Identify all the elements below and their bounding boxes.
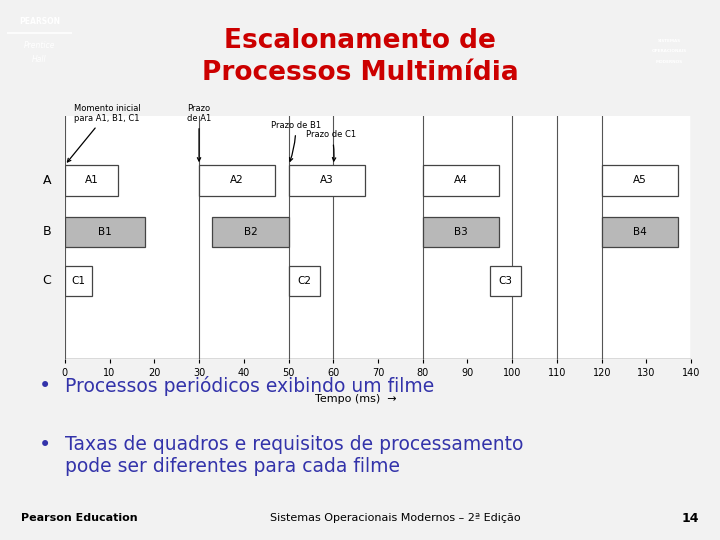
Text: Pearson Education: Pearson Education [22,514,138,523]
Text: OPERACIONAIS: OPERACIONAIS [652,49,687,53]
Bar [199,165,275,195]
Bar [65,266,91,296]
Text: Momento inicial
para A1, B1, C1: Momento inicial para A1, B1, C1 [68,104,140,162]
Text: A: A [42,174,51,187]
Text: B1: B1 [98,227,112,237]
Bar [65,165,119,195]
Text: •: • [39,435,51,455]
Text: Taxas de quadros e requisitos de processamento
pode ser diferentes para cada fil: Taxas de quadros e requisitos de process… [66,435,523,476]
Bar [602,217,678,247]
Text: Processos periódicos exibindo um filme: Processos periódicos exibindo um filme [66,376,434,396]
Text: C: C [42,274,51,287]
Text: Prazo de B1: Prazo de B1 [271,121,320,161]
Text: B: B [42,225,51,238]
Text: Prazo
de A1: Prazo de A1 [187,104,211,161]
Text: B4: B4 [633,227,647,237]
Text: C2: C2 [297,276,311,286]
Text: Prazo de C1: Prazo de C1 [307,131,356,161]
Text: A1: A1 [85,176,99,185]
Text: Sistemas Operacionais Modernos – 2ª Edição: Sistemas Operacionais Modernos – 2ª Ediç… [270,514,521,523]
Text: B2: B2 [243,227,257,237]
Text: SISTEMAS: SISTEMAS [658,39,681,43]
Bar [289,165,364,195]
Bar [423,217,499,247]
Bar [65,217,145,247]
Bar [490,266,521,296]
Text: A3: A3 [320,176,333,185]
Text: A2: A2 [230,176,244,185]
Text: A5: A5 [633,176,647,185]
Text: Prentice: Prentice [24,40,55,50]
Text: Tempo (ms)  →: Tempo (ms) → [315,394,397,404]
Text: Escalonamento de
Processos Multimídia: Escalonamento de Processos Multimídia [202,28,518,86]
Bar [289,266,320,296]
Text: Hall: Hall [32,55,47,64]
Bar [423,165,499,195]
Bar [602,165,678,195]
Text: 14: 14 [681,512,698,525]
Text: C3: C3 [498,276,513,286]
Text: C1: C1 [71,276,85,286]
Text: MODERNOS: MODERNOS [656,60,683,64]
Text: B3: B3 [454,227,468,237]
Bar [212,217,289,247]
Text: •: • [39,376,51,396]
Text: A4: A4 [454,176,468,185]
Text: PEARSON: PEARSON [19,17,60,26]
